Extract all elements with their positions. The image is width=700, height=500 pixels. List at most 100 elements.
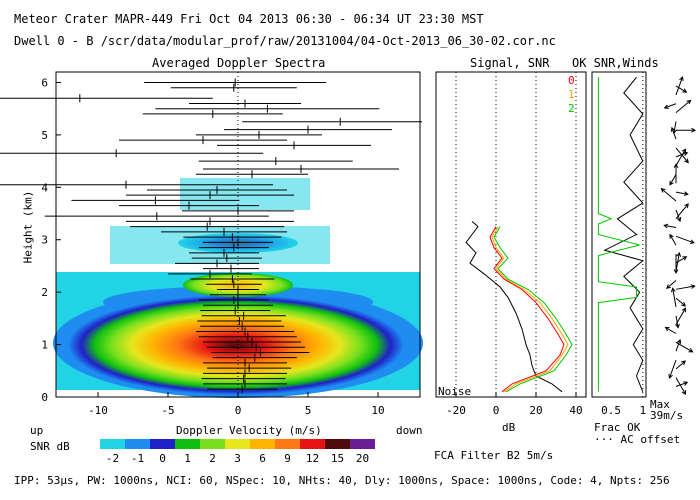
legend-entry: 1 bbox=[568, 88, 575, 101]
wind-arrow-head bbox=[670, 287, 676, 293]
wind-arrow-head bbox=[690, 284, 696, 289]
wind-arrow-head bbox=[682, 256, 688, 261]
wind-arrow bbox=[665, 327, 677, 334]
wind-arrow-head bbox=[681, 301, 687, 307]
frac-tick-label: 1 bbox=[640, 404, 647, 417]
wind-arrow-head bbox=[681, 148, 687, 154]
colorbar-swatch bbox=[150, 439, 175, 449]
colorbar-swatch bbox=[250, 439, 275, 449]
y-tick-label: 4 bbox=[41, 181, 48, 194]
wind-arrow bbox=[675, 235, 695, 244]
wind-arrow bbox=[675, 285, 695, 290]
snr-series-line bbox=[489, 226, 565, 393]
wind-arrow-head bbox=[676, 217, 682, 223]
legend-entry: 2 bbox=[568, 102, 575, 115]
snr-title: Signal, SNR bbox=[470, 56, 550, 70]
wind-arrow-head bbox=[683, 151, 689, 157]
wind-arrow bbox=[669, 234, 677, 246]
snr-frame bbox=[435, 71, 587, 398]
colorbar-tick-label: 9 bbox=[284, 452, 291, 465]
wind-arrow bbox=[675, 315, 679, 328]
snr-series-line bbox=[465, 221, 563, 393]
wind-arrow bbox=[672, 288, 677, 308]
x-tick-label: 0 bbox=[235, 404, 242, 417]
wind-arrow-head bbox=[664, 326, 670, 332]
wind-arrow bbox=[664, 103, 677, 109]
y-tick-label: 1 bbox=[41, 339, 48, 352]
spectra-axes: -10 -5 0 5 10 0 1 2 3 4 5 6 bbox=[41, 72, 385, 417]
y-tick-label: 5 bbox=[41, 129, 48, 142]
snr-series-line bbox=[491, 226, 569, 393]
wind-arrow bbox=[675, 85, 687, 93]
wind-arrow-head bbox=[670, 126, 676, 132]
wind-arrow-head bbox=[672, 129, 677, 135]
noise-label: Noise bbox=[438, 385, 472, 398]
wind-arrow-head bbox=[681, 360, 687, 366]
spectra-title: Averaged Doppler Spectra bbox=[152, 56, 326, 70]
wind-arrow-head bbox=[669, 180, 674, 186]
error-bars bbox=[0, 78, 422, 394]
colorbar-tick-label: 0 bbox=[159, 452, 166, 465]
wind-arrow bbox=[669, 359, 677, 379]
wind-arrow-head bbox=[669, 233, 674, 239]
colorbar-swatch bbox=[225, 439, 250, 449]
frac-frame bbox=[591, 71, 647, 398]
ac-offset-line bbox=[597, 77, 640, 392]
y-tick-label: 3 bbox=[41, 234, 48, 247]
snr-tick-label: 20 bbox=[529, 404, 542, 417]
wind-arrow bbox=[675, 256, 687, 264]
colorbar-swatch bbox=[300, 439, 325, 449]
wind-arrow bbox=[664, 224, 677, 228]
snr-legend: 012 bbox=[568, 74, 575, 115]
x-tick-label: -5 bbox=[161, 404, 174, 417]
snr-tick-label: -20 bbox=[446, 404, 466, 417]
colorbar-tick-label: 2 bbox=[209, 452, 216, 465]
down-note: down bbox=[396, 424, 423, 437]
wind-arrow-head bbox=[683, 191, 689, 196]
wind-arrow-head bbox=[676, 251, 682, 257]
snr-series-line bbox=[493, 226, 573, 393]
wind-arrow-head bbox=[676, 338, 682, 344]
wind-arrow-head bbox=[673, 269, 679, 275]
colorbar-swatch bbox=[200, 439, 225, 449]
wind-arrow-head bbox=[673, 163, 679, 169]
colorbar-tick-label: 6 bbox=[259, 452, 266, 465]
wind-arrow bbox=[675, 203, 689, 219]
wind-arrow bbox=[673, 121, 677, 134]
footer-params: IPP: 53μs, PW: 1000ns, NCI: 60, NSpec: 1… bbox=[14, 474, 670, 487]
frac-ok-label: Frac OK bbox=[594, 421, 641, 434]
wind-arrow-head bbox=[663, 223, 669, 229]
colorbar-swatch bbox=[350, 439, 375, 449]
ac-offset-label: ··· AC offset bbox=[594, 433, 681, 446]
wind-arrow-head bbox=[684, 158, 689, 164]
header-dwell-path: Dwell 0 - B /scr/data/modular_prof/raw/2… bbox=[14, 34, 556, 48]
colorbar-swatch bbox=[275, 439, 300, 449]
header-title: Meteor Crater MAPR-449 Fri Oct 04 2013 0… bbox=[14, 12, 484, 26]
wind-arrow-head bbox=[668, 373, 673, 379]
wind-arrow-head bbox=[679, 76, 684, 82]
wind-arrow bbox=[675, 76, 683, 96]
filter-label: FCA Filter B2 5m/s bbox=[434, 449, 554, 462]
wind-arrow bbox=[675, 341, 693, 353]
wind-arrow-head bbox=[689, 239, 695, 244]
colorbar-tick-label: -2 bbox=[106, 452, 119, 465]
wind-arrow-head bbox=[686, 99, 692, 105]
wind-arrow-head bbox=[663, 104, 669, 109]
wind-arrow-head bbox=[691, 127, 697, 133]
snr-axes: -20 0 20 40 bbox=[446, 72, 583, 417]
max-value: 39m/s bbox=[650, 409, 684, 422]
wind-arrow-head bbox=[665, 284, 671, 289]
x-tick-label: 5 bbox=[305, 404, 312, 417]
wind-arrow bbox=[675, 147, 689, 163]
wind-arrow-head bbox=[681, 390, 687, 395]
y-tick-label: 2 bbox=[41, 286, 48, 299]
ok-winds-title: OK SNR,Winds bbox=[572, 56, 659, 70]
wind-arrow bbox=[669, 174, 677, 186]
colorbar-tick-label: 20 bbox=[356, 452, 369, 465]
snr-tick-label: 40 bbox=[569, 404, 582, 417]
colorbar-tick-label: 1 bbox=[184, 452, 191, 465]
colorbar-swatch bbox=[100, 439, 125, 449]
wind-arrow bbox=[666, 280, 677, 289]
y-tick-label: 6 bbox=[41, 76, 48, 89]
